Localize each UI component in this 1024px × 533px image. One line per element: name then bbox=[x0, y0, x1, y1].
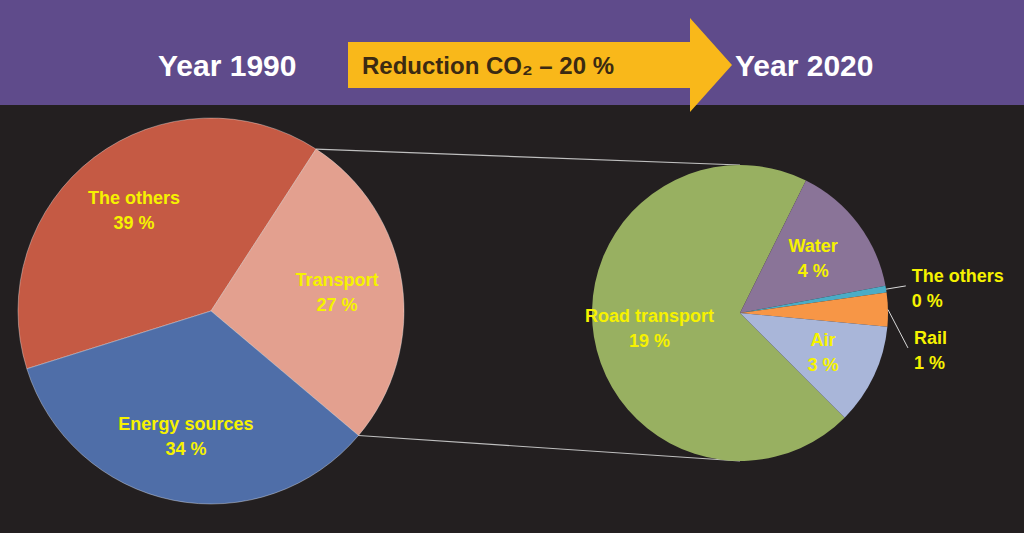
category-label: Air bbox=[811, 330, 836, 350]
data-label: 3 % bbox=[808, 355, 839, 375]
header-band bbox=[0, 0, 1024, 105]
background bbox=[0, 0, 1024, 533]
data-label: 34 % bbox=[165, 439, 206, 459]
data-label: 4 % bbox=[798, 261, 829, 281]
category-label: Water bbox=[789, 236, 838, 256]
leader-line bbox=[888, 310, 908, 348]
data-label: 0 % bbox=[912, 291, 943, 311]
leader-line bbox=[886, 286, 906, 289]
category-label: Rail bbox=[914, 328, 947, 348]
chart-title: Year 1990 bbox=[158, 49, 296, 82]
category-label: The others bbox=[912, 266, 1004, 286]
category-label: Transport bbox=[295, 270, 378, 290]
data-label: 1 % bbox=[914, 353, 945, 373]
data-label: 19 % bbox=[629, 331, 670, 351]
category-label: The others bbox=[88, 188, 180, 208]
data-labels: Road transport 19 % Water 4 % The others 0 % R… bbox=[585, 236, 1004, 375]
data-label: 27 % bbox=[316, 295, 357, 315]
connector-line bbox=[316, 149, 740, 165]
pie bbox=[18, 118, 404, 504]
data-labels: The others 39 % Transport 27 % Energy source… bbox=[88, 188, 379, 459]
data-label: 39 % bbox=[113, 213, 154, 233]
pie-slice bbox=[27, 311, 359, 504]
category-label: Road transport bbox=[585, 306, 714, 326]
chart-root: Reduction CO₂ – 20 % Year 1990 The others 3… bbox=[0, 0, 1024, 533]
category-label: Energy sources bbox=[118, 414, 253, 434]
annotation: Reduction CO₂ – 20 % bbox=[362, 52, 614, 79]
pie-slice bbox=[740, 313, 887, 418]
chart-title: Year 2020 bbox=[735, 49, 873, 82]
arrow bbox=[348, 18, 732, 112]
